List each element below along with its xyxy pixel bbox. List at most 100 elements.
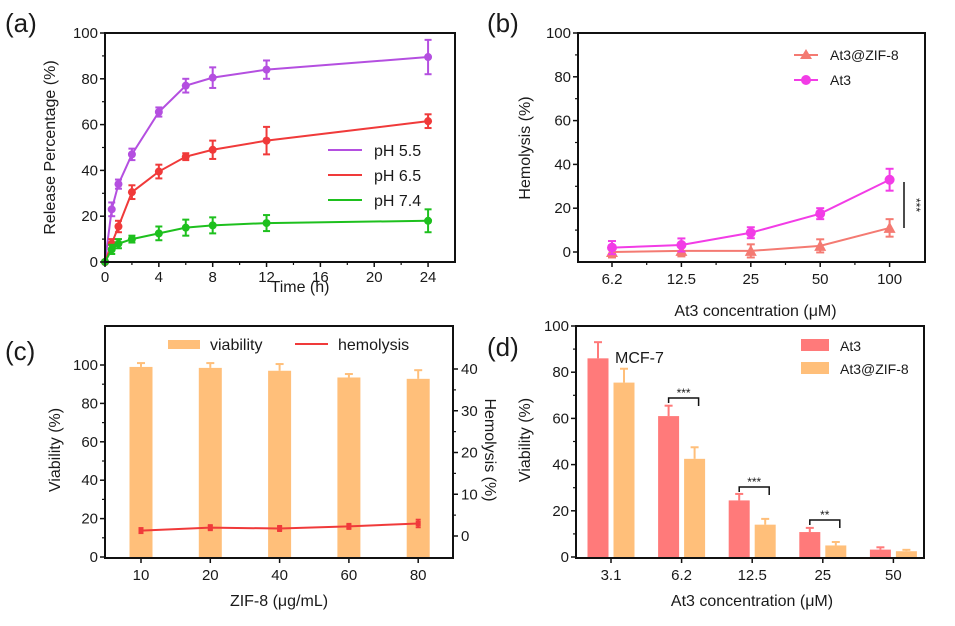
panel-b-y-axis-title: Hemolysis (%) bbox=[517, 96, 534, 199]
significance-stars: ** bbox=[820, 508, 830, 522]
data-point bbox=[207, 525, 213, 531]
data-point bbox=[154, 167, 163, 176]
panel-b-ytick-label: 40 bbox=[554, 156, 571, 173]
data-point bbox=[745, 227, 756, 238]
panel-a-ytick-label: 0 bbox=[90, 254, 98, 271]
legend-swatch bbox=[801, 339, 829, 351]
panel-c-ytick-label: 0 bbox=[90, 549, 98, 566]
data-point bbox=[262, 65, 271, 74]
panel-d-ytick-label: 0 bbox=[561, 549, 569, 566]
data-point bbox=[208, 145, 217, 154]
legend-label: viability bbox=[210, 337, 262, 354]
significance-bracket bbox=[809, 519, 841, 528]
significance-bracket bbox=[667, 397, 700, 406]
legend-label: pH 7.4 bbox=[374, 193, 421, 210]
data-point bbox=[744, 244, 757, 256]
data-point bbox=[114, 180, 123, 189]
legend-label: At3 bbox=[830, 72, 851, 88]
panel-b-ytick-label: 100 bbox=[546, 25, 571, 42]
panel-c-ytick-right-label: 0 bbox=[461, 528, 469, 545]
bar bbox=[869, 549, 891, 557]
panel-c-xtick-label: 10 bbox=[133, 567, 150, 584]
series-at3 bbox=[587, 341, 891, 557]
significance-stars: *** bbox=[909, 198, 923, 212]
legend-marker bbox=[800, 49, 812, 59]
panel-a-xtick-label: 0 bbox=[101, 269, 109, 286]
panel-b-ytick-label: 20 bbox=[554, 200, 571, 217]
legend-swatch bbox=[801, 362, 829, 374]
panel-c-xtick-label: 20 bbox=[202, 567, 219, 584]
panel-a-ytick-label: 60 bbox=[81, 117, 98, 134]
bar bbox=[587, 358, 609, 557]
panel-c-ytick-right-label: 10 bbox=[461, 486, 478, 503]
significance-bracket bbox=[738, 486, 770, 495]
data-point bbox=[607, 242, 617, 253]
panel-b-xtick-label: 12.5 bbox=[667, 271, 696, 288]
panel-c-ytick-right-label: 30 bbox=[461, 403, 478, 420]
bar bbox=[129, 366, 153, 557]
panel-b-xtick-label: 100 bbox=[877, 271, 902, 288]
data-point bbox=[107, 205, 116, 214]
panel-c-x-axis-title: ZIF-8 (μg/mL) bbox=[230, 593, 328, 610]
data-point bbox=[127, 150, 136, 159]
panel-a-legend: pH 5.5 pH 6.5 pH 7.4 bbox=[328, 143, 421, 210]
panel-d-label: (d) bbox=[487, 332, 519, 362]
panel-b-ytick-label: 0 bbox=[563, 244, 571, 261]
panel-c-xtick-label: 60 bbox=[341, 567, 358, 584]
panel-d-x-axis-title: At3 concentration (μM) bbox=[671, 593, 833, 610]
data-point bbox=[181, 152, 190, 161]
panel-c-label: (c) bbox=[5, 336, 35, 366]
series-viability bbox=[129, 362, 430, 557]
panel-c-xtick-label: 40 bbox=[271, 567, 288, 584]
data-point bbox=[277, 525, 283, 531]
data-point bbox=[883, 221, 896, 233]
legend-marker bbox=[801, 75, 811, 85]
panel-b-ytick-label: 80 bbox=[554, 69, 571, 86]
panel-c-ytick-right-label: 20 bbox=[461, 445, 478, 462]
panel-b-x-axis-title: At3 concentration (μM) bbox=[674, 303, 836, 320]
data-point bbox=[114, 239, 123, 248]
panel-c-ytick-label: 60 bbox=[81, 434, 98, 451]
panel-d-ytick-label: 100 bbox=[544, 318, 569, 335]
panel-a-xtick-label: 4 bbox=[155, 269, 163, 286]
panel-c-ytick-label: 100 bbox=[73, 357, 98, 374]
panel-d-y-axis-title: Viability (%) bbox=[517, 398, 534, 482]
panel-b: (b) 6.2 12.5 25 50 100 0 20 40 60 80 100 At3 concent… bbox=[487, 8, 926, 320]
panel-d-xtick-label: 12.5 bbox=[738, 567, 767, 584]
data-point bbox=[424, 117, 433, 126]
bar bbox=[658, 416, 680, 557]
bar bbox=[198, 367, 222, 557]
series-hemolysis bbox=[138, 518, 421, 535]
panel-d-ytick-label: 60 bbox=[552, 410, 569, 427]
data-point bbox=[262, 136, 271, 145]
bar bbox=[754, 524, 776, 557]
data-point bbox=[114, 222, 123, 231]
data-point bbox=[424, 216, 433, 225]
legend-label: At3 bbox=[840, 338, 861, 354]
panel-b-label: (b) bbox=[487, 8, 519, 38]
panel-b-xtick-label: 25 bbox=[742, 271, 759, 288]
panel-a-xtick-label: 20 bbox=[366, 269, 383, 286]
bar bbox=[728, 500, 750, 557]
panel-d: (d) 3.1 6.2 12.5 25 50 0 20 40 60 80 100 At3 concent… bbox=[487, 318, 925, 610]
data-point bbox=[127, 188, 136, 197]
panel-d-ytick-label: 20 bbox=[552, 503, 569, 520]
panel-a-xtick-label: 8 bbox=[209, 269, 217, 286]
panel-c-ytick-label: 80 bbox=[81, 395, 98, 412]
panel-d-xtick-label: 3.1 bbox=[601, 567, 622, 584]
data-point bbox=[676, 239, 687, 250]
panel-d-xtick-label: 6.2 bbox=[671, 567, 692, 584]
panel-c-ytick-right-label: 40 bbox=[461, 361, 478, 378]
bar bbox=[406, 378, 430, 557]
panel-c-y-axis-title: Viability (%) bbox=[47, 408, 64, 492]
panel-a-ytick-label: 40 bbox=[81, 162, 98, 179]
data-point bbox=[208, 73, 217, 82]
panel-d-ytick-label: 80 bbox=[552, 364, 569, 381]
series-at3-zif-8 bbox=[613, 367, 917, 557]
panel-a-label: (a) bbox=[5, 8, 37, 38]
legend-label: hemolysis bbox=[338, 337, 409, 354]
panel-d-legend: At3 At3@ZIF-8 bbox=[801, 338, 909, 377]
panel-a: (a) 0 4 8 12 16 20 24 0 20 40 60 80 100 Time (h) Releas… bbox=[5, 8, 456, 296]
data-point bbox=[154, 229, 163, 238]
